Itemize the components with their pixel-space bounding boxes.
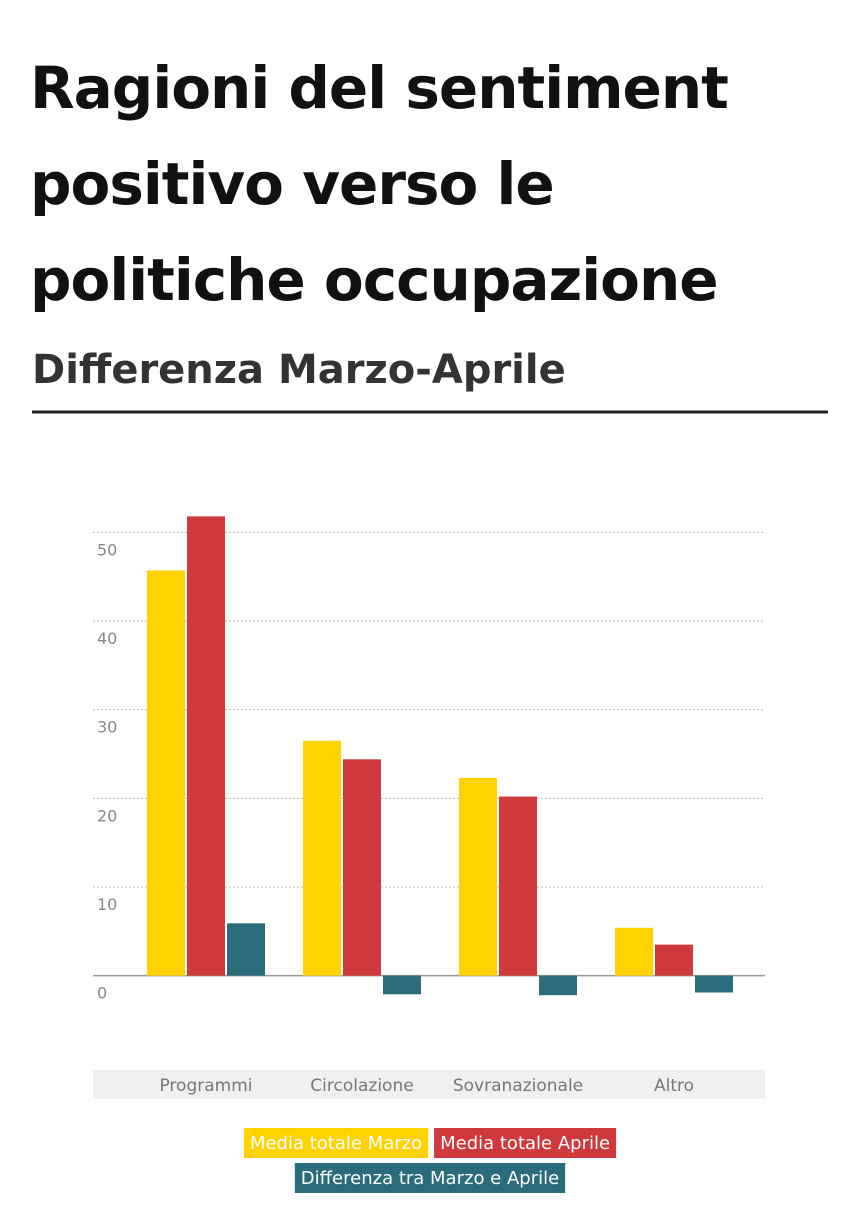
- chart-subtitle: Differenza Marzo-Aprile: [32, 347, 566, 393]
- x-tick-label: Circolazione: [310, 1076, 413, 1096]
- legend-row: Differenza tra Marzo e Aprile: [294, 1163, 566, 1193]
- bar: [695, 975, 733, 993]
- bar: [227, 923, 265, 976]
- legend-label: Media totale Marzo: [250, 1133, 422, 1154]
- bar: [343, 759, 381, 976]
- bar: [147, 570, 185, 976]
- legend-label: Media totale Aprile: [440, 1133, 610, 1154]
- y-tick-label: 40: [97, 629, 117, 648]
- bar: [655, 944, 693, 976]
- legend-swatch: [243, 1128, 429, 1158]
- legend-swatch: [294, 1163, 566, 1193]
- y-tick-label: 20: [97, 806, 117, 825]
- bar: [187, 516, 225, 976]
- bar: [615, 927, 653, 976]
- legend-row: Media totale Marzo Media totale Aprile: [243, 1128, 617, 1158]
- bar: [303, 740, 341, 976]
- bar: [539, 975, 577, 996]
- legend-swatch: [434, 1128, 617, 1158]
- y-tick-label: 0: [97, 984, 107, 1003]
- y-tick-label: 50: [97, 540, 117, 559]
- legend-label: Differenza tra Marzo e Aprile: [301, 1168, 559, 1189]
- x-tick-label: Sovranazionale: [453, 1076, 583, 1096]
- bar: [499, 796, 537, 976]
- x-tick-label: Altro: [654, 1076, 694, 1096]
- title-box: Ragioni del sentiment positivo verso le …: [30, 54, 729, 314]
- x-tick-label: Programmi: [159, 1076, 252, 1096]
- y-tick-label: 10: [97, 895, 117, 914]
- y-tick-label: 30: [97, 718, 117, 737]
- chart-title: Ragioni del sentiment positivo verso le …: [30, 54, 729, 314]
- category-strip: [93, 1070, 765, 1099]
- bar: [459, 777, 497, 976]
- bar: [383, 975, 421, 995]
